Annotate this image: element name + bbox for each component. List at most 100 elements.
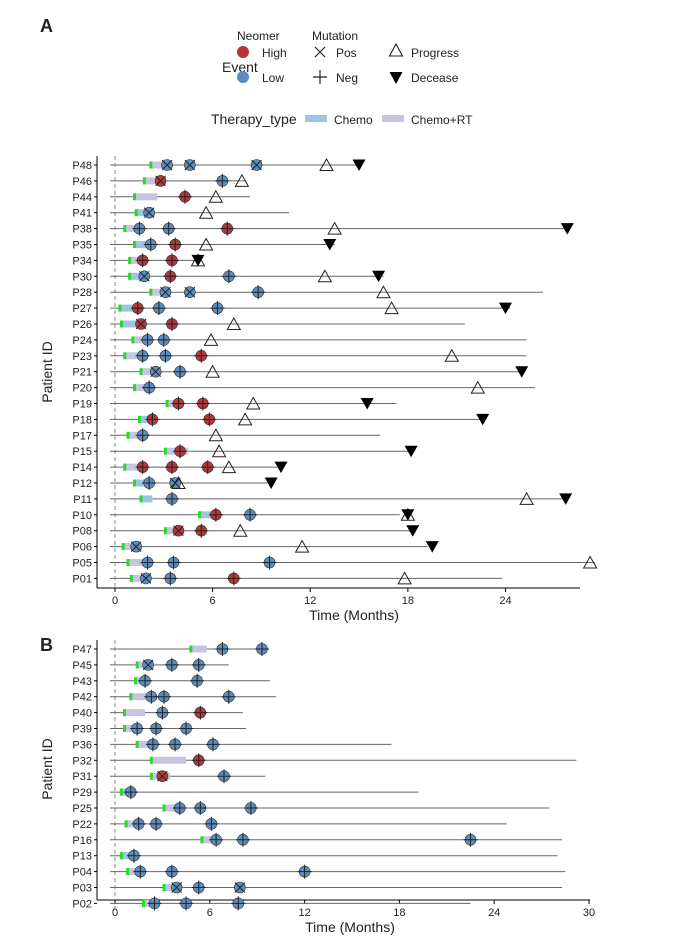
decease-marker	[515, 366, 529, 378]
patient-label: P47	[72, 644, 92, 656]
decease-marker	[323, 239, 337, 251]
mutation-neg-mark	[202, 412, 217, 427]
mutation-neg-mark	[135, 460, 150, 475]
therapy-start-mark	[131, 336, 135, 344]
chemort-bar	[165, 527, 177, 535]
mutation-pos-mark	[138, 270, 150, 282]
chemort-bar	[124, 352, 142, 360]
therapy-start-mark	[118, 304, 122, 312]
mutation-pos-mark	[157, 770, 168, 782]
mutation-neg-mark	[166, 555, 181, 570]
patient-label: P44	[72, 192, 92, 204]
mutation-neg-mark	[194, 348, 209, 363]
mutation-neg-mark	[135, 428, 150, 443]
patient-label: P21	[72, 367, 92, 379]
therapy-start-mark	[129, 574, 133, 582]
therapy-start-mark	[124, 820, 128, 828]
patient-label: P25	[72, 803, 92, 815]
mutation-neg-mark	[149, 721, 164, 736]
chemo-bar	[121, 852, 133, 860]
mutation-neg-mark	[177, 189, 192, 204]
legend-neg-swatch	[313, 70, 327, 84]
therapy-start-mark	[128, 272, 132, 280]
panel-b-plot: 0 6 12 18 24 30 P47 P45 P43 P42 P40 P39 P36 P32 P31 P29…	[72, 640, 595, 919]
legend: Event Neomer High Low Mutation Pos Neg P…	[211, 29, 473, 127]
patient-label: P43	[72, 676, 92, 688]
panel-b: B Patient ID Time (Months) 0 6 12 18 24 30 P47…	[39, 635, 595, 935]
chemo-bar	[136, 209, 148, 217]
decease-marker	[372, 270, 386, 283]
therapy-start-mark	[135, 661, 139, 669]
therapy-start-mark	[139, 368, 143, 376]
mutation-neg-mark	[135, 253, 150, 268]
mutation-neg-mark	[123, 785, 138, 800]
therapy-start-mark	[149, 288, 153, 296]
therapy-start-mark	[121, 543, 125, 551]
progress-marker	[397, 571, 412, 585]
mutation-neg-mark	[243, 801, 258, 815]
mutation-pos-mark	[161, 159, 173, 171]
progress-marker	[198, 205, 214, 219]
mutation-neg-mark	[215, 642, 230, 656]
therapy-start-mark	[141, 899, 145, 907]
therapy-start-mark	[134, 677, 138, 685]
mutation-neg-mark	[191, 880, 206, 895]
mutation-pos-mark	[160, 286, 171, 298]
legend-pos-label: Pos	[336, 46, 357, 60]
patient-label: P13	[72, 851, 92, 863]
mutation-pos-mark	[173, 525, 184, 537]
mutation-neg-mark	[145, 412, 160, 427]
patient-label: P48	[72, 160, 92, 172]
therapy-start-mark	[135, 740, 139, 748]
therapy-start-mark	[129, 693, 133, 701]
patient-label: P45	[72, 660, 92, 672]
therapy-start-mark	[134, 209, 138, 217]
x-tick-label: 0	[112, 907, 118, 919]
mutation-neg-mark	[140, 332, 155, 347]
legend-progress-label: Progress	[411, 46, 459, 60]
panel-a-label: A	[40, 16, 53, 36]
mutation-neg-mark	[156, 689, 171, 704]
progress-marker	[205, 364, 220, 378]
patient-label: P23	[72, 351, 92, 363]
legend-chemo-label: Chemo	[334, 113, 373, 127]
patient-label: P34	[72, 255, 92, 267]
decease-marker	[191, 254, 205, 267]
mutation-pos-mark	[142, 659, 154, 671]
progress-marker	[203, 332, 219, 346]
progress-marker	[245, 396, 261, 410]
mutation-neg-mark	[463, 832, 478, 847]
progress-marker	[208, 428, 224, 442]
patient-label: P17	[72, 430, 92, 442]
patient-label: P04	[72, 867, 92, 879]
x-tick-label: 6	[210, 595, 216, 607]
mutation-pos-mark	[155, 175, 166, 187]
progress-marker	[237, 412, 253, 426]
legend-chemort-swatch	[382, 115, 404, 122]
legend-event-title: Event	[222, 59, 258, 75]
patient-label: P22	[72, 819, 92, 831]
panel-a-plot: 0 6 12 18 24 P48 P46 P44 P41 P38 P35 P34 P30 P28 P27 P2…	[72, 156, 598, 607]
mutation-neg-mark	[251, 285, 266, 300]
therapy-start-mark	[122, 709, 126, 717]
progress-marker	[234, 173, 250, 187]
therapy-start-mark	[165, 400, 169, 407]
patient-label: P20	[72, 383, 92, 395]
mutation-neg-mark	[217, 769, 232, 784]
progress-marker	[294, 539, 310, 553]
therapy-start-mark	[126, 431, 130, 439]
legend-decease-swatch	[389, 72, 403, 84]
mutation-pos-mark	[184, 159, 196, 171]
mutation-neg-mark	[179, 896, 194, 911]
mutation-neg-mark	[168, 737, 183, 752]
therapy-start-mark	[119, 852, 123, 860]
mutation-neg-mark	[215, 173, 230, 188]
mutation-neg-mark	[164, 657, 179, 672]
mutation-neg-mark	[297, 864, 312, 879]
mutation-neg-mark	[126, 848, 141, 863]
patient-label: P01	[72, 573, 92, 585]
mutation-neg-mark	[161, 221, 176, 236]
x-tick-label: 12	[304, 595, 316, 607]
mutation-neg-mark	[130, 301, 145, 316]
mutation-neg-mark	[140, 555, 155, 570]
